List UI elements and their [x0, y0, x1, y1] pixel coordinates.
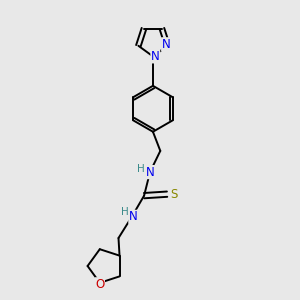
Text: N: N [162, 38, 170, 51]
Text: O: O [95, 278, 104, 291]
Text: N: N [129, 210, 138, 223]
Text: S: S [170, 188, 177, 201]
Text: H: H [122, 207, 129, 218]
Text: H: H [137, 164, 145, 173]
Text: N: N [146, 166, 154, 178]
Text: N: N [151, 50, 160, 63]
